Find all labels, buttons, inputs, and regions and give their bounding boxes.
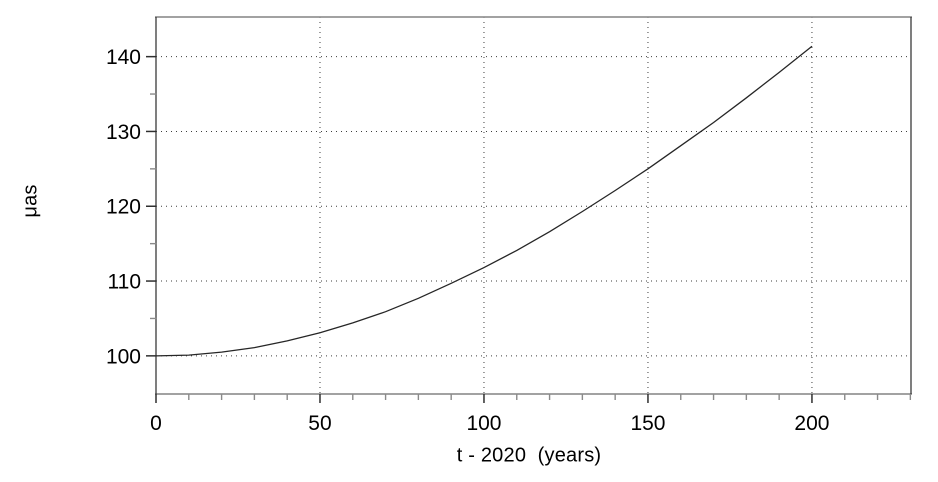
- x-tick-label: 150: [630, 412, 665, 435]
- x-tick-label: 200: [794, 412, 829, 435]
- x-axis-title: t - 2020 (years): [456, 444, 602, 467]
- y-tick-label: 130: [106, 121, 141, 144]
- x-tick-label: 0: [150, 412, 162, 435]
- x-tick-label: 100: [466, 412, 501, 435]
- y-tick-label: 120: [106, 196, 141, 219]
- data-series-line: [155, 45, 813, 357]
- y-tick-label: 110: [108, 271, 141, 294]
- x-tick-label: 50: [308, 412, 331, 435]
- y-tick-label: 100: [106, 345, 141, 368]
- y-tick-label: 140: [106, 46, 141, 69]
- y-axis-title: μas: [19, 184, 42, 218]
